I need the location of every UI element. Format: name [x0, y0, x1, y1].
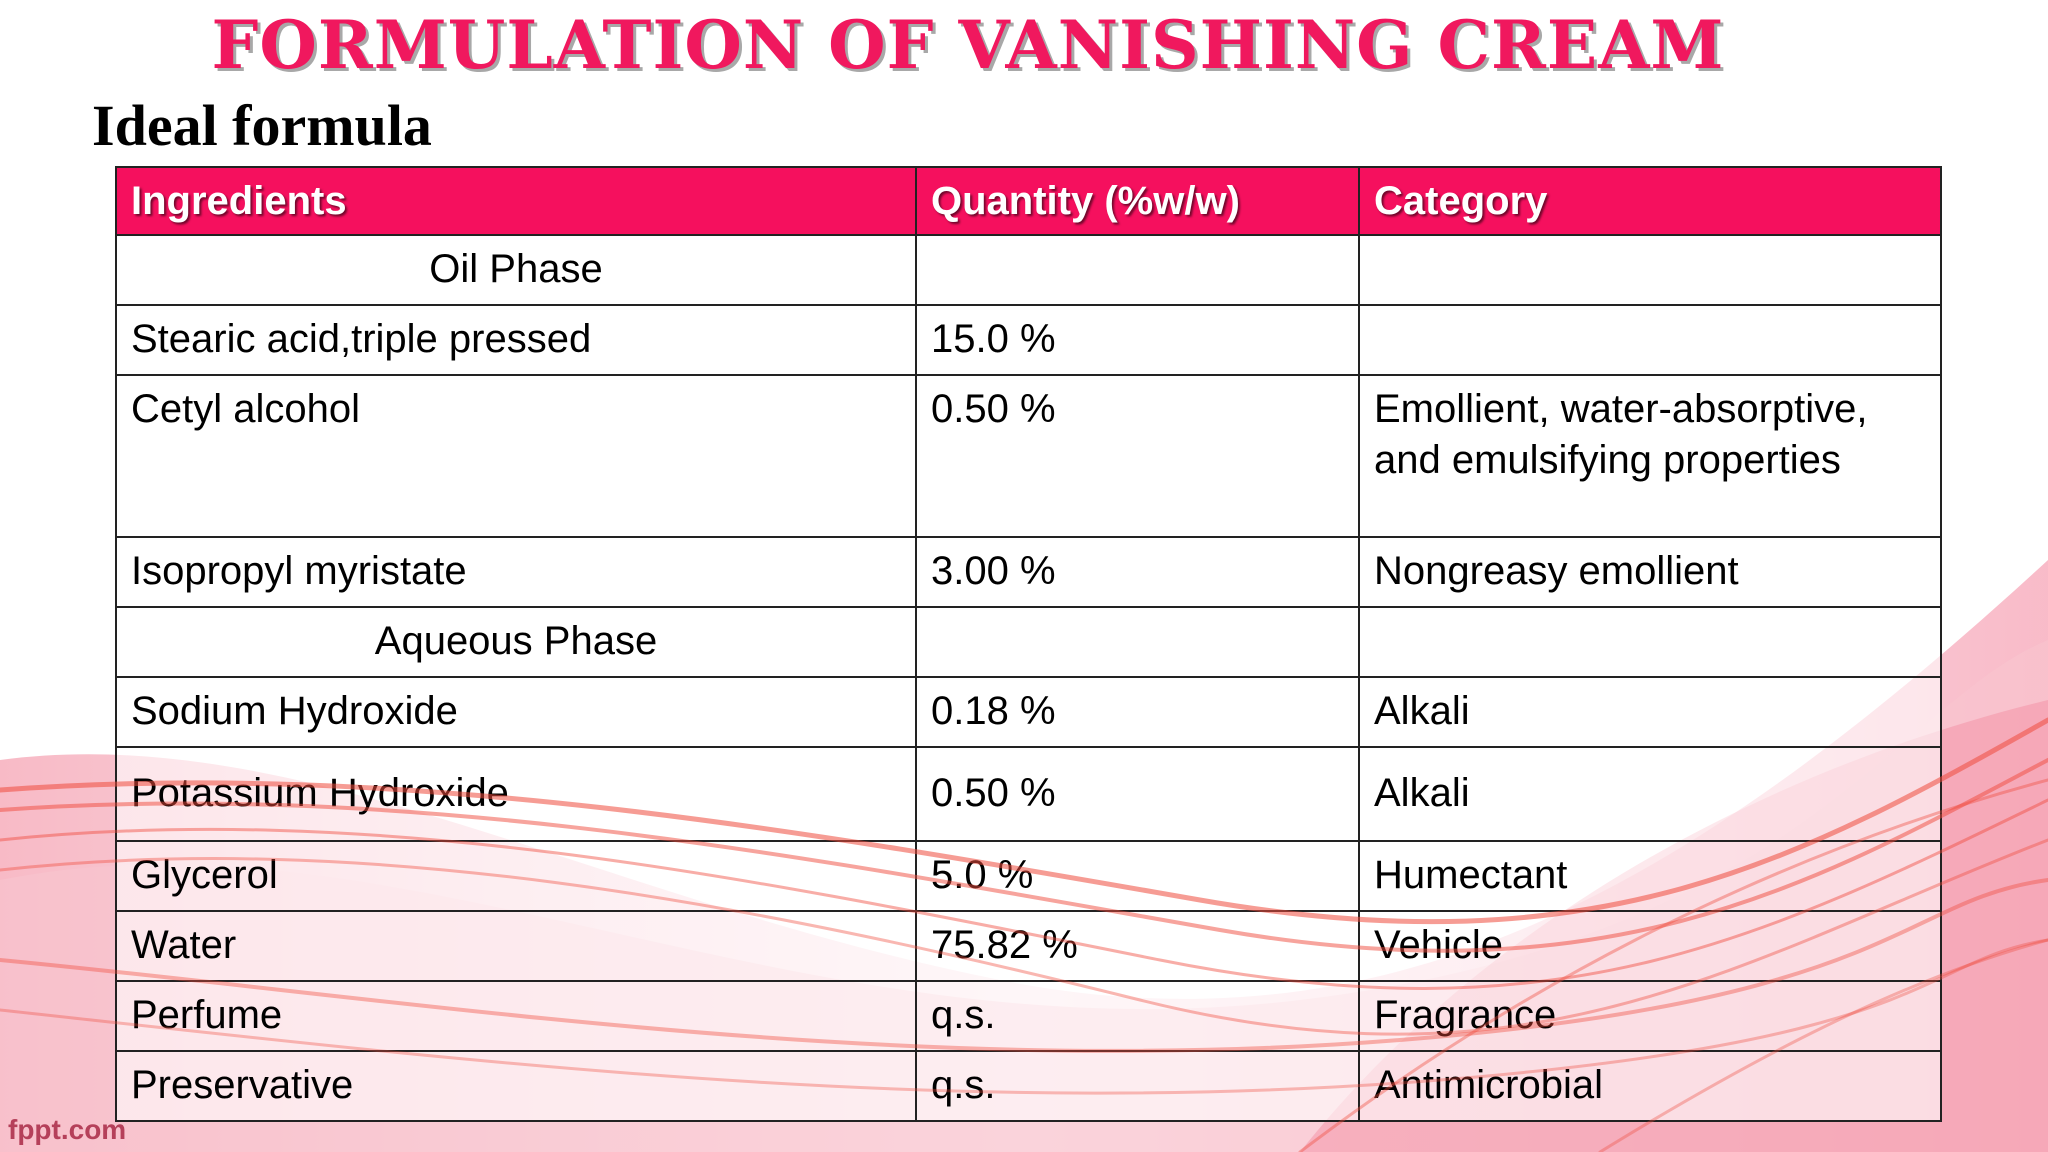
header-ingredients: Ingredients [115, 166, 917, 236]
subtitle: Ideal formula [92, 93, 432, 158]
quantity-cell [915, 606, 1360, 678]
header-category: Category [1358, 166, 1942, 236]
fppt-logo: fppt.com [8, 1114, 127, 1145]
quantity-cell: 0.50 % [915, 374, 1360, 538]
table-row: Oil Phase [115, 234, 1942, 306]
ingredient-cell: Perfume [115, 980, 917, 1052]
ingredient-cell: Glycerol [115, 840, 917, 912]
ingredient-cell: Water [115, 910, 917, 982]
category-cell: Humectant [1358, 840, 1942, 912]
quantity-cell: q.s. [915, 1050, 1360, 1122]
table-row: Sodium Hydroxide 0.18 % Alkali [115, 676, 1942, 748]
category-cell: Alkali [1358, 746, 1942, 842]
ingredient-cell: Stearic acid,triple pressed [115, 304, 917, 376]
quantity-cell: 15.0 % [915, 304, 1360, 376]
quantity-cell [915, 234, 1360, 306]
ingredient-cell: Cetyl alcohol [115, 374, 917, 538]
table-row: Aqueous Phase [115, 606, 1942, 678]
category-cell: Emollient, water-absorptive, and emulsif… [1358, 374, 1942, 538]
phase-label-oil: Oil Phase [115, 234, 917, 306]
category-cell: Vehicle [1358, 910, 1942, 982]
table-row: Water 75.82 % Vehicle [115, 910, 1942, 982]
table-row: Cetyl alcohol 0.50 % Emollient, water-ab… [115, 374, 1942, 538]
ingredient-cell: Potassium Hydroxide [115, 746, 917, 842]
ingredient-cell: Isopropyl myristate [115, 536, 917, 608]
quantity-cell: 0.50 % [915, 746, 1360, 842]
category-cell [1358, 606, 1942, 678]
category-cell: Fragrance [1358, 980, 1942, 1052]
category-cell [1358, 304, 1942, 376]
quantity-cell: 0.18 % [915, 676, 1360, 748]
table-row: Perfume q.s. Fragrance [115, 980, 1942, 1052]
table-row: Preservative q.s. Antimicrobial [115, 1050, 1942, 1122]
quantity-cell: 75.82 % [915, 910, 1360, 982]
table-row: Glycerol 5.0 % Humectant [115, 840, 1942, 912]
quantity-cell: q.s. [915, 980, 1360, 1052]
slide-title: FORMULATION OF VANISHING CREAM [211, 6, 1725, 84]
table-row: Isopropyl myristate 3.00 % Nongreasy emo… [115, 536, 1942, 608]
ingredient-cell: Sodium Hydroxide [115, 676, 917, 748]
category-cell: Alkali [1358, 676, 1942, 748]
table-header-row: Ingredients Quantity (%w/w) Category [115, 166, 1942, 236]
table-row: Potassium Hydroxide 0.50 % Alkali [115, 746, 1942, 842]
phase-label-aqueous: Aqueous Phase [115, 606, 917, 678]
formula-table: Ingredients Quantity (%w/w) Category Oil… [115, 166, 1942, 1122]
category-cell: Nongreasy emollient [1358, 536, 1942, 608]
category-cell: Antimicrobial [1358, 1050, 1942, 1122]
quantity-cell: 5.0 % [915, 840, 1360, 912]
category-cell [1358, 234, 1942, 306]
ingredient-cell: Preservative [115, 1050, 917, 1122]
table-row: Stearic acid,triple pressed 15.0 % [115, 304, 1942, 376]
header-quantity: Quantity (%w/w) [915, 166, 1360, 236]
quantity-cell: 3.00 % [915, 536, 1360, 608]
